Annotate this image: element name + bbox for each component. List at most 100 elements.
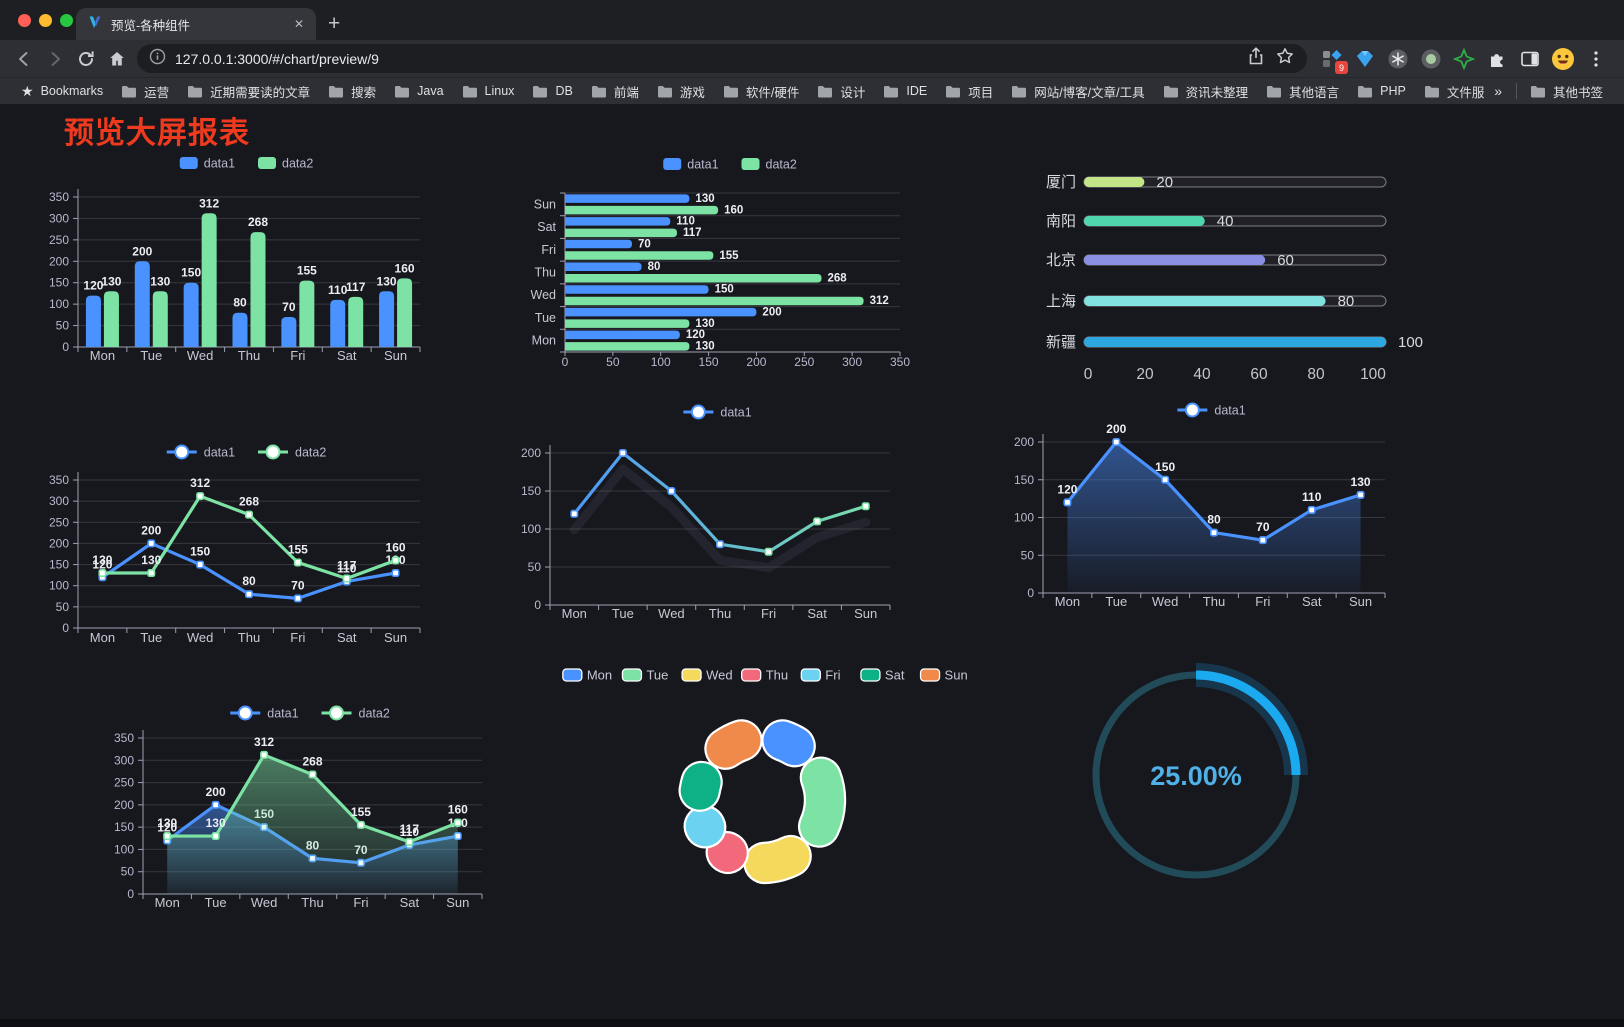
folder-icon bbox=[818, 85, 833, 97]
folder-icon bbox=[1530, 85, 1545, 97]
svg-text:60: 60 bbox=[1250, 366, 1268, 383]
bookmark-folder-6[interactable]: 前端 bbox=[582, 82, 648, 101]
bookmark-folder-9[interactable]: 设计 bbox=[808, 82, 874, 101]
extension-green-star-icon[interactable] bbox=[1451, 46, 1476, 71]
svg-text:Sat: Sat bbox=[337, 630, 357, 645]
address-bar[interactable]: 127.0.0.1:3000/#/chart/preview/9 bbox=[137, 44, 1307, 73]
share-icon[interactable] bbox=[1246, 46, 1266, 71]
new-tab-button[interactable]: + bbox=[328, 12, 341, 35]
svg-text:80: 80 bbox=[1307, 366, 1325, 383]
forward-button[interactable] bbox=[39, 44, 70, 74]
extension-badge: 9 bbox=[1335, 61, 1348, 74]
bookmark-label: 软件/硬件 bbox=[745, 85, 800, 100]
bookmark-label: Java bbox=[417, 84, 444, 98]
bookmark-label: DB bbox=[555, 84, 573, 98]
window-minimize-button[interactable] bbox=[39, 14, 52, 27]
svg-text:Wed: Wed bbox=[187, 348, 214, 363]
site-info-icon[interactable] bbox=[149, 48, 166, 70]
site-favicon-icon bbox=[88, 15, 102, 34]
home-button[interactable] bbox=[101, 44, 132, 74]
svg-text:Wed: Wed bbox=[658, 606, 685, 621]
sidebar-toggle-icon[interactable] bbox=[1517, 46, 1542, 71]
svg-text:Sun: Sun bbox=[945, 668, 968, 683]
bookmark-folder-0[interactable]: 运营 bbox=[112, 82, 178, 101]
svg-text:80: 80 bbox=[1207, 513, 1221, 527]
svg-text:Fri: Fri bbox=[825, 668, 840, 683]
svg-text:80: 80 bbox=[648, 261, 661, 273]
bookmark-folder-1[interactable]: 近期需要读的文章 bbox=[178, 82, 319, 101]
bookmark-folder-10[interactable]: IDE bbox=[874, 84, 936, 98]
svg-text:130: 130 bbox=[695, 318, 714, 330]
svg-text:Mon: Mon bbox=[1055, 594, 1080, 609]
extension-tab-manager-icon[interactable]: 9 bbox=[1319, 46, 1348, 74]
extension-snowflake-icon[interactable] bbox=[1385, 46, 1410, 71]
svg-text:155: 155 bbox=[288, 542, 308, 556]
svg-text:268: 268 bbox=[239, 495, 259, 509]
svg-text:350: 350 bbox=[49, 190, 69, 204]
svg-text:50: 50 bbox=[56, 600, 70, 614]
svg-text:data2: data2 bbox=[766, 158, 797, 172]
bookmarks-root-item[interactable]: ★ Bookmarks bbox=[12, 83, 112, 100]
reload-button[interactable] bbox=[70, 44, 101, 74]
svg-text:130: 130 bbox=[1351, 475, 1371, 489]
svg-text:80: 80 bbox=[233, 296, 247, 310]
svg-text:300: 300 bbox=[842, 355, 862, 369]
divider bbox=[1515, 83, 1517, 99]
svg-text:厦门: 厦门 bbox=[1046, 174, 1076, 191]
profile-avatar[interactable] bbox=[1550, 46, 1575, 71]
bookmark-folder-11[interactable]: 项目 bbox=[936, 82, 1002, 101]
bookmark-folder-7[interactable]: 游戏 bbox=[648, 82, 714, 101]
svg-text:Sun: Sun bbox=[446, 895, 469, 910]
back-button[interactable] bbox=[8, 44, 39, 74]
svg-text:Fri: Fri bbox=[353, 895, 368, 910]
svg-text:Wed: Wed bbox=[251, 895, 277, 910]
svg-text:300: 300 bbox=[114, 753, 134, 767]
line-chart-gradient: data1 0 50 100 150 200 Mon Tue Wed Thu Fri Sat Sun bbox=[490, 404, 920, 639]
svg-text:Sat: Sat bbox=[400, 895, 420, 910]
svg-text:300: 300 bbox=[49, 211, 69, 225]
bookmark-folder-2[interactable]: 搜索 bbox=[319, 82, 385, 101]
bookmarks-overflow-button[interactable]: » bbox=[1494, 83, 1502, 99]
area-line-chart-two: data1 data2 0 50 100 150 200 250 300 350 Mon Tue Wed… bbox=[100, 700, 520, 925]
svg-text:Tue: Tue bbox=[612, 606, 634, 621]
bookmark-folder-5[interactable]: DB bbox=[523, 84, 581, 98]
folder-icon bbox=[1424, 85, 1439, 97]
svg-text:0: 0 bbox=[62, 340, 69, 354]
svg-text:Sat: Sat bbox=[337, 348, 357, 363]
svg-text:200: 200 bbox=[1014, 435, 1034, 449]
svg-text:100: 100 bbox=[114, 842, 134, 856]
bookmark-label: 其他语言 bbox=[1289, 85, 1340, 100]
extension-record-icon[interactable] bbox=[1418, 46, 1443, 71]
star-icon: ★ bbox=[21, 82, 34, 99]
bookmark-folder-12[interactable]: 网站/博客/文章/工具 bbox=[1002, 82, 1153, 101]
folder-icon bbox=[329, 85, 344, 97]
bookmark-folder-16[interactable]: 文件服务器 bbox=[1415, 82, 1484, 101]
bookmark-folder-13[interactable]: 资讯未整理 bbox=[1154, 82, 1258, 101]
svg-text:Thu: Thu bbox=[766, 668, 788, 683]
bookmark-folder-3[interactable]: Java bbox=[385, 84, 452, 98]
svg-text:Thu: Thu bbox=[534, 266, 556, 280]
tab-close-icon[interactable]: ✕ bbox=[293, 17, 304, 31]
menu-kebab-icon[interactable] bbox=[1583, 46, 1608, 71]
bookmark-folder-15[interactable]: PHP bbox=[1348, 84, 1415, 98]
bookmark-folder-14[interactable]: 其他语言 bbox=[1257, 82, 1348, 101]
svg-text:100: 100 bbox=[651, 355, 671, 369]
other-bookmarks-folder[interactable]: 其他书签 bbox=[1521, 82, 1612, 101]
svg-text:Thu: Thu bbox=[301, 895, 323, 910]
svg-text:200: 200 bbox=[521, 446, 541, 460]
window-fullscreen-button[interactable] bbox=[60, 14, 73, 27]
svg-text:268: 268 bbox=[828, 273, 848, 285]
svg-text:data2: data2 bbox=[295, 446, 326, 460]
bookmark-label: 近期需要读的文章 bbox=[210, 85, 311, 100]
svg-text:Tue: Tue bbox=[646, 668, 668, 683]
bookmark-star-icon[interactable] bbox=[1275, 46, 1295, 71]
svg-text:Sun: Sun bbox=[384, 348, 407, 363]
bookmark-folder-8[interactable]: 软件/硬件 bbox=[714, 82, 808, 101]
extensions-puzzle-icon[interactable] bbox=[1484, 46, 1509, 71]
window-close-button[interactable] bbox=[18, 14, 31, 27]
browser-tab[interactable]: 预览-各种组件 ✕ bbox=[76, 8, 316, 40]
bookmark-folder-4[interactable]: Linux bbox=[453, 84, 524, 98]
svg-text:312: 312 bbox=[870, 295, 889, 307]
extension-gem-icon[interactable] bbox=[1352, 46, 1377, 71]
svg-text:0: 0 bbox=[534, 598, 541, 612]
